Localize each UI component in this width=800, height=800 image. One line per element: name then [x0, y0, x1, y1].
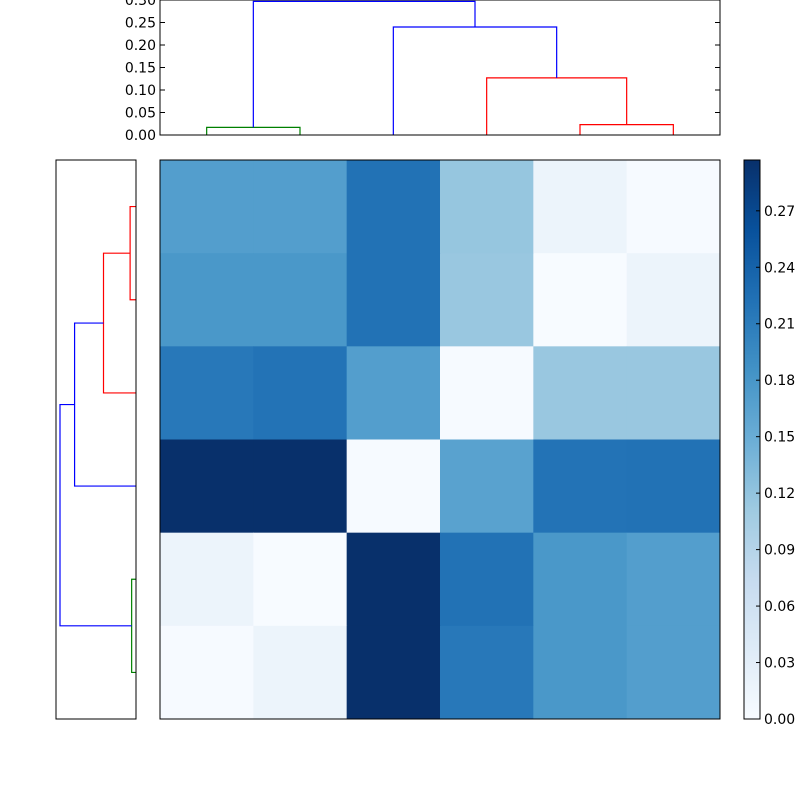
heatmap-cell-r5-c4	[533, 625, 628, 720]
heatmap-cell-r1-c5	[626, 253, 721, 347]
top-dendrogram-link-4	[252, 0, 476, 128]
heatmap-cell-r0-c5	[626, 160, 721, 254]
heatmap-cell-r0-c4	[533, 160, 628, 254]
heatmap-cells	[160, 160, 721, 720]
colorbar: 0.00 0.03 0.06 0.09 0.12 0.15 0.18 0.21 0.24 0.27	[743, 159, 795, 728]
heatmap-cell-r0-c2	[346, 160, 441, 254]
top-ytick-label: 0.25	[125, 16, 156, 32]
heatmap-cell-r1-c0	[160, 253, 254, 347]
colorbar-axis: 0.00 0.03 0.06 0.09 0.12 0.15 0.18 0.21 0.24 0.27	[756, 204, 795, 728]
colorbar-tick-label: 0.06	[764, 599, 795, 615]
heatmap-cell-r1-c1	[253, 253, 348, 347]
heatmap-cell-r5-c1	[253, 625, 348, 720]
top-dendrogram: 0.00 0.05 0.10 0.15 0.20 0.25 0.30	[125, 0, 721, 144]
heatmap-cell-r4-c2	[346, 532, 441, 627]
left-dendrogram-frame	[55, 159, 137, 720]
colorbar-tick-label: 0.00	[764, 712, 795, 728]
colorbar-tick-label: 0.15	[764, 430, 795, 446]
top-dendrogram-link-1	[579, 124, 674, 135]
heatmap-cell-r2-c5	[626, 346, 721, 440]
heatmap-cell-r2-c0	[160, 346, 254, 440]
colorbar-tick-label: 0.12	[764, 486, 795, 502]
heatmap-cell-r1-c2	[346, 253, 441, 347]
heatmap-cell-r3-c1	[253, 439, 348, 534]
heatmap-cell-r3-c5	[626, 439, 721, 534]
heatmap-cell-r2-c3	[440, 346, 534, 440]
heatmap-frame	[159, 159, 721, 720]
heatmap-cell-r0-c0	[160, 160, 254, 254]
colorbar-tick-label: 0.09	[764, 543, 795, 559]
heatmap-cell-r5-c0	[160, 625, 254, 720]
colorbar-tick-label: 0.27	[764, 204, 795, 220]
heatmap	[159, 159, 721, 720]
top-dendrogram-frame	[159, 0, 721, 136]
heatmap-cell-r4-c3	[440, 532, 534, 627]
heatmap-cell-r0-c3	[440, 160, 534, 254]
colorbar-tick-label: 0.24	[764, 260, 795, 276]
left-dendrogram-link-4	[59, 403, 132, 627]
heatmap-cell-r3-c4	[533, 439, 628, 534]
heatmap-cell-r4-c5	[626, 532, 721, 627]
colorbar-tick-label: 0.03	[764, 656, 795, 672]
heatmap-cell-r5-c3	[440, 625, 534, 720]
heatmap-cell-r1-c4	[533, 253, 628, 347]
top-ytick-label: 0.05	[125, 106, 156, 122]
heatmap-cell-r4-c1	[253, 532, 348, 627]
heatmap-cell-r2-c1	[253, 346, 348, 440]
heatmap-cell-r3-c3	[440, 439, 534, 534]
heatmap-cell-r3-c0	[160, 439, 254, 534]
top-ytick-label: 0.00	[125, 128, 156, 144]
heatmap-cell-r1-c3	[440, 253, 534, 347]
top-dendrogram-link-3	[392, 26, 558, 135]
left-dendrogram-link-1	[102, 252, 136, 394]
left-dendrogram	[55, 159, 137, 720]
heatmap-cell-r4-c0	[160, 532, 254, 627]
left-dendrogram-link-2	[73, 322, 136, 487]
top-dendrogram-y-axis: 0.00 0.05 0.10 0.15 0.20 0.25 0.30	[125, 0, 720, 144]
top-ytick-label: 0.15	[125, 61, 156, 77]
heatmap-cell-r4-c4	[533, 532, 628, 627]
left-dendrogram-link-3	[131, 578, 136, 674]
colorbar-gradient	[743, 159, 761, 720]
heatmap-cell-r5-c2	[346, 625, 441, 720]
heatmap-cell-r0-c1	[253, 160, 348, 254]
heatmap-cell-r2-c4	[533, 346, 628, 440]
colorbar-tick-label: 0.21	[764, 317, 795, 333]
left-dendrogram-link-0	[129, 205, 136, 301]
heatmap-cell-r5-c5	[626, 625, 721, 720]
top-dendrogram-links	[206, 0, 674, 135]
top-dendrogram-link-2	[486, 77, 628, 135]
top-dendrogram-link-0	[206, 126, 301, 135]
heatmap-cell-r3-c2	[346, 439, 441, 534]
top-ytick-label: 0.20	[125, 38, 156, 54]
top-ytick-label: 0.30	[125, 0, 156, 9]
heatmap-cell-r2-c2	[346, 346, 441, 440]
colorbar-tick-label: 0.18	[764, 373, 795, 389]
left-dendrogram-links	[59, 205, 136, 674]
top-ytick-label: 0.10	[125, 83, 156, 99]
